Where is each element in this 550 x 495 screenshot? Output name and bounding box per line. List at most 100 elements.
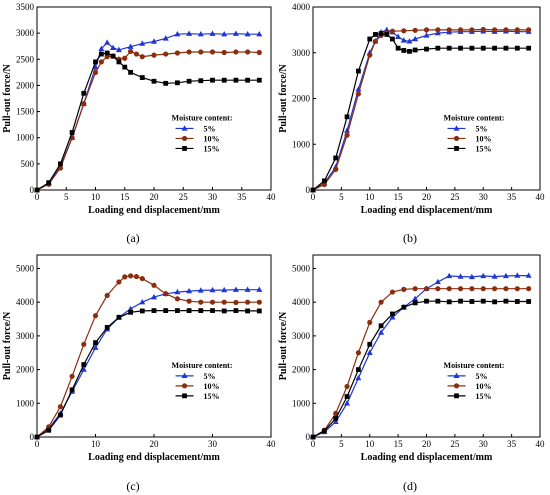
data-point bbox=[93, 340, 98, 346]
y-tick-label: 3000 bbox=[292, 331, 311, 341]
data-point bbox=[198, 308, 204, 314]
data-point bbox=[128, 273, 134, 279]
legend-entry: 15% bbox=[476, 392, 492, 401]
data-point bbox=[446, 27, 452, 33]
series-10% bbox=[310, 26, 532, 193]
x-tick-label: 10 bbox=[365, 439, 375, 449]
data-point bbox=[356, 367, 361, 372]
data-point bbox=[446, 299, 452, 305]
data-point bbox=[503, 45, 509, 51]
data-point bbox=[390, 36, 395, 42]
data-point bbox=[435, 286, 441, 292]
data-point bbox=[122, 274, 128, 280]
data-point bbox=[390, 311, 395, 317]
data-point bbox=[503, 27, 509, 33]
data-point bbox=[435, 27, 441, 33]
data-point bbox=[344, 114, 350, 120]
data-point bbox=[69, 387, 75, 393]
data-point bbox=[92, 313, 99, 319]
x-axis-label: Loading end displacement/mm bbox=[361, 452, 493, 463]
data-point bbox=[458, 45, 463, 51]
y-tick-label: 0 bbox=[306, 185, 311, 195]
data-point bbox=[139, 298, 146, 305]
data-point bbox=[514, 286, 520, 292]
data-point bbox=[163, 291, 169, 297]
data-point bbox=[151, 308, 157, 314]
data-point bbox=[446, 286, 452, 292]
series-line bbox=[36, 275, 260, 438]
data-point bbox=[367, 341, 373, 347]
x-tick-label: 35 bbox=[237, 192, 247, 202]
y-tick-label: 2000 bbox=[292, 365, 311, 375]
data-point bbox=[367, 319, 373, 326]
x-tick-label: 15 bbox=[394, 439, 404, 449]
legend-marker bbox=[181, 383, 188, 389]
data-point bbox=[209, 30, 216, 36]
data-point bbox=[423, 32, 430, 38]
data-point bbox=[209, 299, 216, 305]
data-point bbox=[98, 51, 104, 57]
data-point bbox=[256, 30, 263, 37]
series-5% bbox=[310, 26, 532, 193]
x-tick-label: 25 bbox=[450, 192, 460, 202]
data-point bbox=[139, 75, 145, 80]
legend-entry: 10% bbox=[476, 134, 492, 143]
data-point bbox=[98, 59, 104, 65]
data-point bbox=[128, 309, 133, 315]
data-point bbox=[104, 325, 110, 330]
data-point bbox=[69, 130, 75, 135]
series-15% bbox=[34, 50, 262, 193]
series-15% bbox=[310, 31, 532, 193]
data-point bbox=[104, 39, 111, 45]
x-tick-label: 20 bbox=[422, 192, 432, 202]
x-tick-label: 5 bbox=[339, 439, 344, 449]
data-point bbox=[210, 308, 215, 314]
data-point bbox=[491, 273, 498, 279]
data-point bbox=[435, 45, 441, 51]
data-point bbox=[128, 69, 133, 75]
data-point bbox=[480, 286, 486, 292]
data-point bbox=[127, 305, 134, 312]
y-tick-label: 1000 bbox=[292, 398, 311, 408]
data-point bbox=[526, 27, 532, 33]
data-point bbox=[127, 43, 134, 49]
data-point bbox=[233, 49, 239, 55]
legend-marker bbox=[453, 135, 460, 142]
data-point bbox=[58, 161, 63, 167]
data-point bbox=[406, 38, 413, 44]
data-point bbox=[378, 299, 384, 305]
data-point bbox=[367, 36, 373, 42]
data-point bbox=[310, 434, 316, 440]
data-point bbox=[163, 51, 169, 57]
legend-entry: 10% bbox=[476, 382, 492, 391]
data-point bbox=[480, 272, 487, 279]
legend: Moisture content: 5%10%15% bbox=[444, 113, 505, 153]
data-point bbox=[412, 286, 418, 292]
data-point bbox=[514, 299, 520, 304]
data-point bbox=[457, 27, 464, 33]
x-tick-label: 40 bbox=[536, 439, 546, 449]
legend-entry: 10% bbox=[204, 382, 220, 391]
legend-entry: 5% bbox=[204, 124, 216, 133]
data-point bbox=[412, 295, 419, 302]
y-axis-label: Pull-out force/N bbox=[2, 311, 13, 380]
data-point bbox=[186, 30, 193, 36]
data-point bbox=[492, 286, 498, 292]
data-point bbox=[116, 59, 122, 65]
series-15% bbox=[310, 298, 532, 440]
data-point bbox=[93, 59, 98, 65]
data-point bbox=[81, 341, 87, 347]
data-point bbox=[389, 314, 396, 320]
data-point bbox=[198, 299, 204, 305]
data-point bbox=[104, 50, 110, 56]
data-point bbox=[407, 48, 412, 54]
y-axis-label: Pull-out force/N bbox=[2, 64, 13, 133]
data-point bbox=[389, 289, 396, 295]
data-point bbox=[480, 45, 486, 51]
data-point bbox=[46, 180, 52, 186]
data-point bbox=[186, 49, 192, 55]
data-point bbox=[151, 293, 157, 300]
data-point bbox=[221, 77, 227, 83]
x-tick-label: 30 bbox=[208, 192, 218, 202]
data-point bbox=[469, 27, 475, 33]
